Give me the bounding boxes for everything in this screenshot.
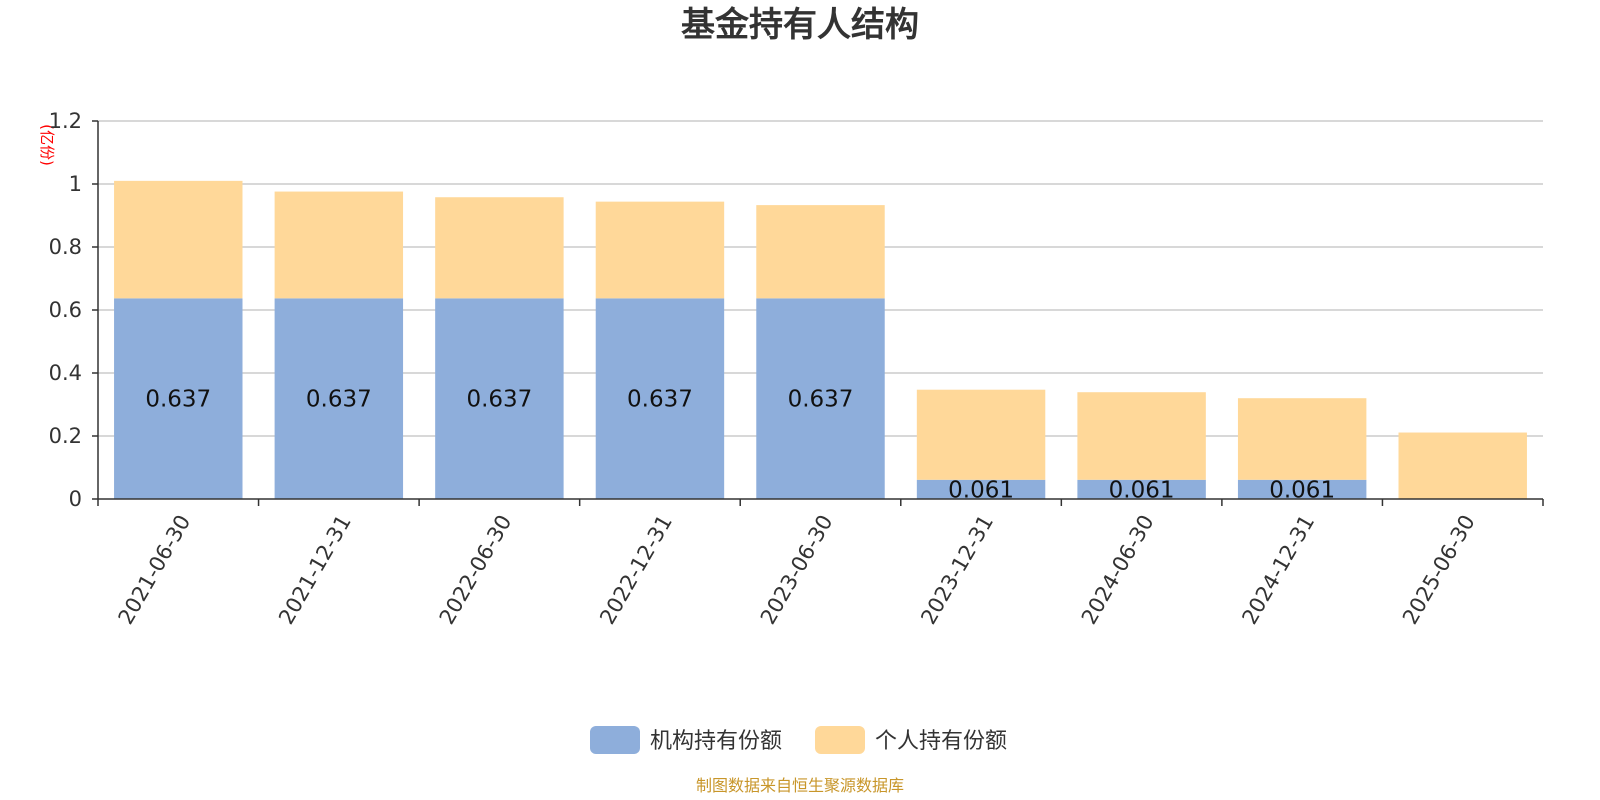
bar-individual [435,197,564,299]
bar-value-label: 0.637 [627,387,693,413]
bar-value-label: 0.637 [306,387,372,413]
bar-individual [114,180,243,299]
bar-value-label: 0.637 [145,387,211,413]
x-tick-label: 2023-12-31 [916,511,998,629]
legend-label: 个人持有份额 [875,729,1007,754]
bar-institutional [1077,479,1206,499]
bar-individual [274,191,404,299]
bar-institutional [1237,479,1367,499]
y-axis-unit-label: (亿份) [38,124,56,166]
bar-institutional [274,298,404,499]
bar-individual [916,389,1046,480]
legend: 机构持有份额 个人持有份额 [590,726,1007,754]
legend-item-individual: 个人持有份额 [815,726,1007,754]
bar-institutional [756,298,885,499]
legend-label: 机构持有份额 [650,729,782,754]
bar-individual [1398,432,1527,499]
y-tick-label: 0.4 [49,361,82,385]
bar-individual [1077,392,1206,480]
bar-institutional [114,298,243,499]
source-note: 制图数据来自恒生聚源数据库 [696,776,904,795]
x-tick-label: 2024-06-30 [1077,511,1159,629]
x-tick-label: 2024-12-31 [1237,511,1319,629]
x-tick-label: 2021-12-31 [274,511,356,629]
bar-institutional [595,298,725,499]
y-tick-label: 1.2 [49,109,82,133]
x-tick-label: 2025-06-30 [1398,511,1480,629]
legend-swatch [815,726,865,754]
bar-individual [756,205,885,299]
y-tick-label: 0.6 [49,298,82,322]
bar-individual [595,201,725,299]
legend-swatch [590,726,640,754]
bar-institutional [435,298,564,499]
x-tick-label: 2022-12-31 [595,511,677,629]
x-tick-label: 2023-06-30 [756,511,838,629]
bar-individual [1237,398,1367,480]
y-tick-label: 0 [69,487,82,511]
y-tick-label: 0.2 [49,424,82,448]
y-tick-label: 0.8 [49,235,82,259]
chart-title: 基金持有人结构 [681,5,919,45]
x-tick-label: 2022-06-30 [435,511,517,629]
bar-institutional [916,479,1046,499]
y-tick-label: 1 [69,172,82,196]
x-tick-label: 2021-06-30 [114,511,196,629]
legend-item-institutional: 机构持有份额 [590,726,782,754]
bar-value-label: 0.637 [788,387,854,413]
bar-value-label: 0.637 [466,387,532,413]
